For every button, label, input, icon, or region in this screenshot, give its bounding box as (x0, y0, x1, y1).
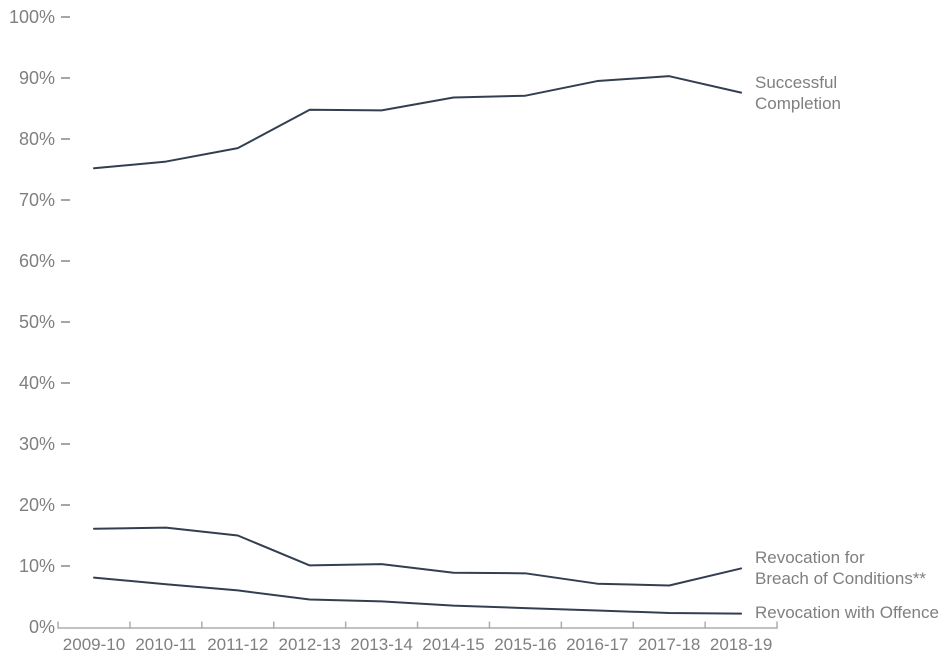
series-line-revocation-with-offence (93, 576, 743, 615)
x-axis-label: 2018-19 (709, 635, 773, 654)
series-label-line: Breach of Conditions** (755, 569, 927, 588)
x-axis-label: 2017-18 (637, 635, 701, 654)
y-axis-label: 40% (18, 373, 55, 393)
y-axis-label: 0% (28, 617, 55, 637)
series-label-line: Revocation for (755, 548, 865, 567)
x-axis-label: 2016-17 (566, 635, 629, 654)
series-line-revocation-for-breach-of-conditions (93, 526, 743, 587)
y-axis-label: 50% (18, 312, 55, 332)
series-label-line: Completion (755, 94, 841, 113)
x-axis-label: 2009-10 (62, 635, 126, 654)
x-axis-label: 2012-13 (278, 635, 341, 654)
series-label-line: Revocation with Offence (755, 603, 939, 622)
y-axis-label: 30% (18, 434, 55, 454)
series-label: Revocation with Offence (755, 602, 939, 623)
x-axis-label: 2015-16 (494, 635, 557, 654)
y-axis-label: 60% (18, 251, 55, 271)
series-label: Successful Completion (755, 72, 841, 114)
y-axis-label: 100% (8, 7, 55, 27)
y-axis-label: 20% (18, 495, 55, 515)
y-axis-label: 10% (18, 556, 55, 576)
series-label-line: Successful (755, 73, 838, 92)
y-axis-label: 90% (18, 68, 55, 88)
x-axis-label: 2011-12 (207, 635, 269, 654)
y-axis-label: 80% (18, 129, 55, 149)
x-axis-label: 2010-11 (135, 635, 197, 654)
x-axis-label: 2013-14 (350, 635, 413, 654)
series-label: Revocation for Breach of Conditions** (755, 547, 926, 589)
y-axis-label: 70% (18, 190, 55, 210)
x-axis-label: 2014-15 (422, 635, 485, 654)
series-line-successful-completion (93, 75, 743, 170)
